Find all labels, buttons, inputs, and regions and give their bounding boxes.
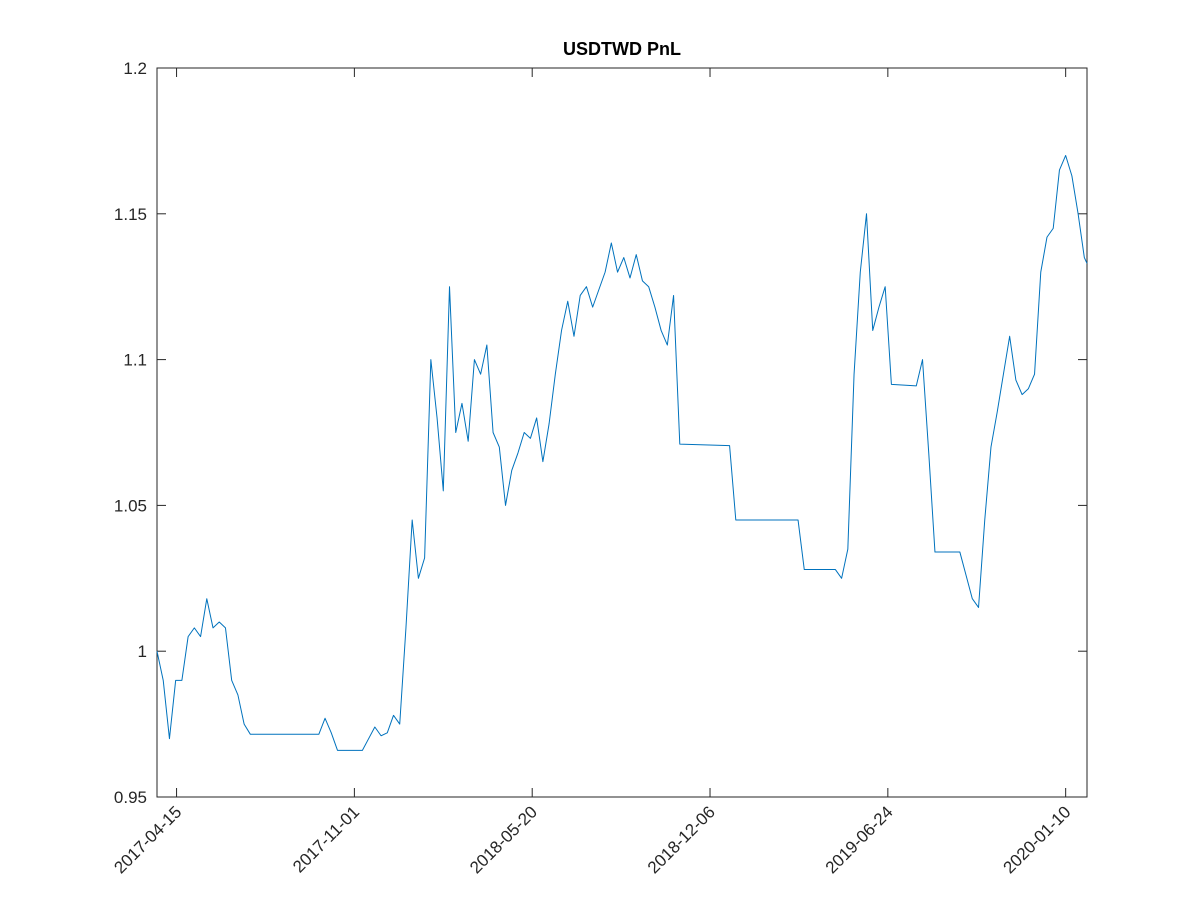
y-tick-label: 1.2 (123, 59, 147, 78)
y-tick-label: 1 (138, 642, 147, 661)
y-tick-label: 1.15 (114, 205, 147, 224)
chart-title: USDTWD PnL (563, 39, 681, 59)
y-tick-label: 1.05 (114, 496, 147, 515)
plot-frame (156, 67, 1088, 798)
y-tick-label: 1.1 (123, 351, 147, 370)
y-tick-label: 0.95 (114, 788, 147, 807)
data-line (156, 154, 1088, 751)
